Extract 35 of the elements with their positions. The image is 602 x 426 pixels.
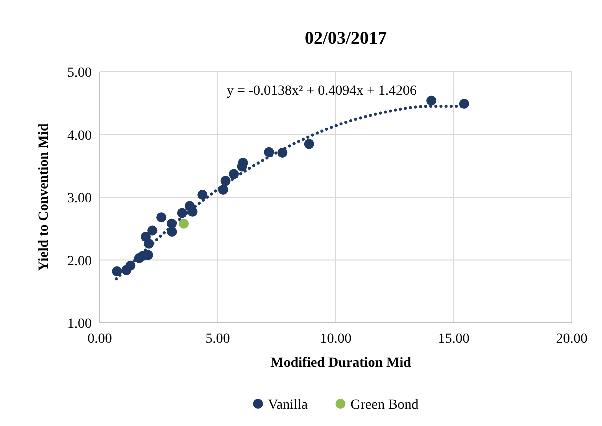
point — [198, 190, 208, 200]
x-axis-title: Modified Duration Mid — [270, 356, 412, 371]
point — [112, 266, 122, 277]
point — [304, 139, 314, 150]
x-tick-label: 0.00 — [88, 332, 112, 347]
x-tick-label: 20.00 — [556, 332, 588, 347]
y-axis-title: Yield to Convention Mid — [37, 123, 52, 272]
y-tick-label: 1.00 — [68, 317, 92, 332]
x-tick-label: 15.00 — [438, 332, 470, 347]
point — [156, 212, 167, 223]
point — [218, 184, 228, 195]
point — [188, 206, 198, 217]
point — [426, 96, 437, 106]
point — [166, 218, 177, 229]
point — [148, 226, 158, 236]
annotation: y = -0.0138x² + 0.4094x + 1.4206 — [226, 84, 418, 99]
point — [167, 227, 178, 238]
y-tick-label: 2.00 — [68, 254, 92, 270]
point — [144, 238, 154, 249]
point — [126, 260, 136, 271]
point — [459, 99, 470, 110]
y-tick-label: 3.00 — [68, 192, 92, 206]
chart-title: 02/03/2017 — [304, 28, 388, 48]
point — [179, 218, 190, 229]
legend-label: Green Bond — [350, 398, 419, 413]
x-tick-label: 5.00 — [206, 332, 230, 347]
point — [177, 208, 188, 218]
y-tick-label: 4.00 — [68, 128, 92, 144]
y-tick-label: 5.00 — [68, 66, 92, 81]
point — [278, 148, 288, 158]
legend-label: Vanilla — [268, 398, 309, 413]
point — [220, 176, 231, 186]
x-tick-label: 10.00 — [320, 332, 352, 347]
point — [264, 147, 274, 158]
point — [229, 169, 240, 180]
